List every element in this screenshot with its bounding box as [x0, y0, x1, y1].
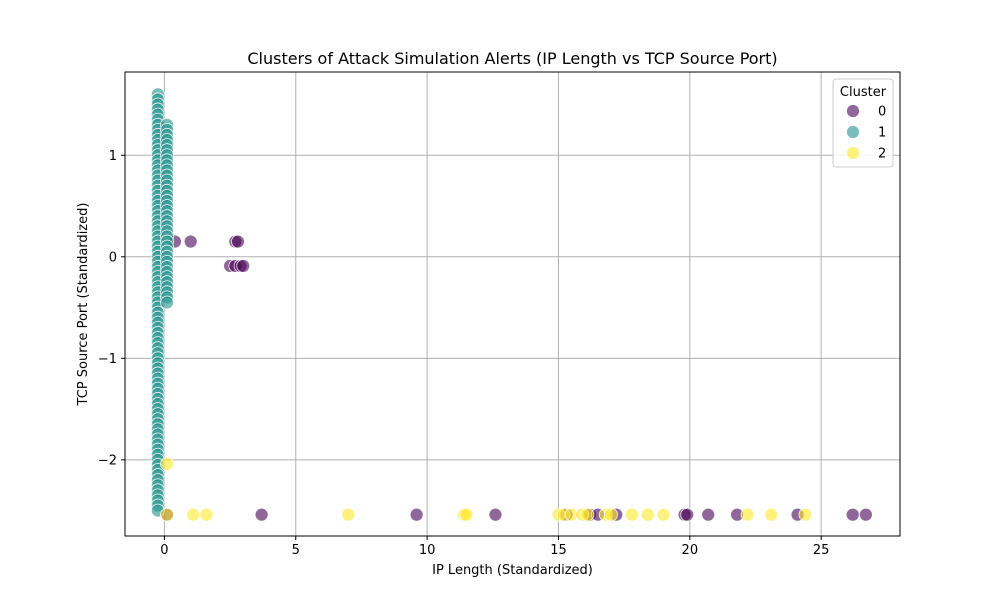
series-cluster-1 — [150, 87, 174, 518]
data-point — [409, 507, 424, 522]
data-points — [150, 87, 873, 522]
x-tick-label: 5 — [292, 543, 300, 558]
data-point — [701, 507, 716, 522]
grid-lines — [125, 72, 900, 536]
data-point — [186, 507, 201, 522]
legend-label: 2 — [878, 147, 886, 162]
data-point — [845, 507, 860, 522]
data-point — [858, 507, 873, 522]
legend-marker — [846, 104, 860, 118]
data-point — [625, 507, 639, 522]
data-point — [236, 259, 251, 273]
data-point — [160, 295, 174, 310]
data-point — [231, 234, 245, 249]
data-point — [488, 507, 503, 522]
legend-frame — [832, 78, 894, 168]
data-point — [580, 507, 595, 522]
y-tick-label: 1 — [109, 149, 117, 164]
legend-title: Cluster — [840, 85, 887, 100]
plot-frame — [124, 71, 901, 537]
y-tick-label: 0 — [109, 250, 117, 265]
x-axis-label: IP Length (Standardized) — [432, 563, 593, 578]
data-point — [459, 507, 474, 522]
data-point — [604, 507, 618, 522]
legend: Cluster 0 1 2 — [832, 78, 894, 168]
data-point — [656, 507, 671, 522]
data-point — [740, 507, 755, 522]
data-point — [680, 507, 695, 522]
series-cluster-0 — [160, 234, 873, 522]
x-tick-label: 10 — [419, 543, 436, 558]
x-tick-label: 0 — [160, 543, 168, 558]
x-tick-label: 20 — [682, 543, 699, 558]
data-point — [341, 507, 356, 522]
data-point — [160, 457, 174, 471]
axis-ticks: 0 5 10 15 20 25 −2 −1 0 1 — [98, 149, 830, 558]
data-point — [640, 507, 655, 522]
data-point — [160, 507, 174, 522]
data-point — [183, 234, 198, 249]
legend-marker — [846, 146, 860, 160]
y-tick-label: −1 — [98, 352, 117, 367]
chart-title: Clusters of Attack Simulation Alerts (IP… — [247, 49, 777, 68]
y-axis-label: TCP Source Port (Standardized) — [76, 203, 91, 407]
legend-marker — [846, 125, 860, 139]
data-point — [764, 507, 779, 522]
data-point — [199, 507, 214, 522]
y-tick-label: −2 — [98, 453, 117, 468]
series-cluster-2 — [160, 457, 813, 522]
data-point — [798, 507, 813, 522]
legend-label: 0 — [878, 105, 886, 120]
legend-label: 1 — [878, 126, 886, 141]
x-tick-label: 25 — [813, 543, 830, 558]
x-tick-label: 15 — [550, 543, 567, 558]
legend-entries: 0 1 2 — [846, 104, 886, 162]
data-point — [254, 507, 269, 522]
